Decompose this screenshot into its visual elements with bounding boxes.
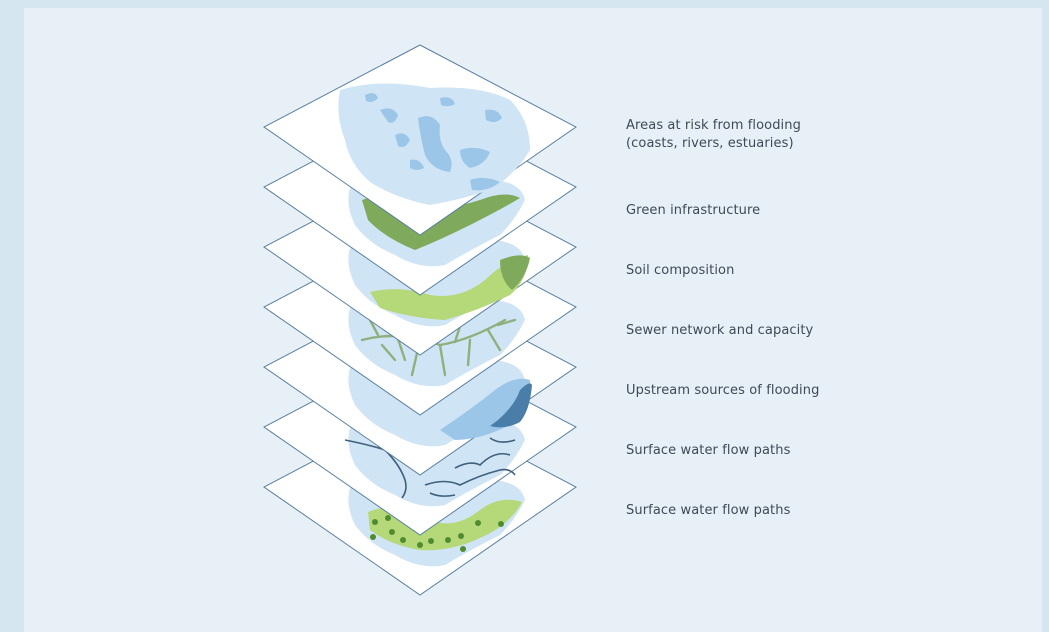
layer-1-flood-risk (263, 44, 577, 236)
soil-light-green (370, 255, 528, 320)
layer-label-green-infrastructure: Green infrastructure (626, 203, 761, 218)
layer-label-surface-water-2: Surface water flow paths (626, 503, 791, 518)
layer-label-surface-water: Surface water flow paths (626, 443, 791, 458)
layer-label-sewer-network: Sewer network and capacity (626, 323, 814, 338)
layer-label-soil-composition: Soil composition (626, 263, 735, 278)
soil-dark-green (500, 255, 530, 290)
upstream-deep-blue (490, 383, 532, 428)
layer-label-upstream-sources: Upstream sources of flooding (626, 383, 820, 398)
layer-label-flood-risk: Areas at risk from flooding (coasts, riv… (626, 118, 801, 151)
flood-water-bodies (365, 93, 502, 191)
